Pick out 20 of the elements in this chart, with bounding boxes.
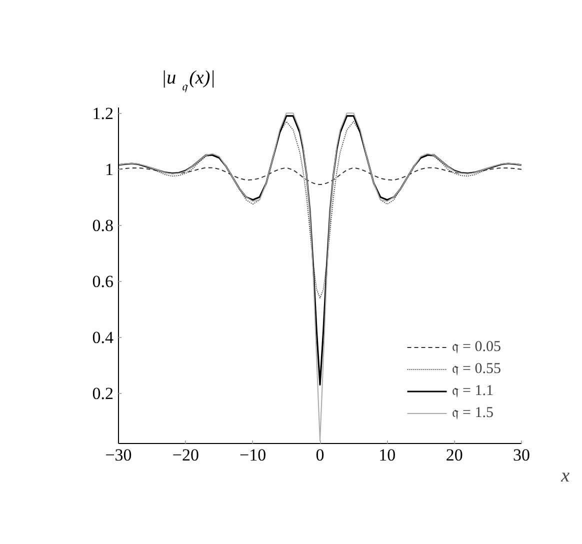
legend-label: 𝔮 = 1.5	[452, 404, 494, 422]
y-tick-label: 1	[105, 160, 114, 180]
line-series	[118, 112, 522, 442]
y-tick-label: 0.8	[92, 216, 114, 236]
x-axis-title: x	[560, 466, 570, 486]
x-tick-label: −30	[105, 446, 132, 464]
y-tick-label: 0.4	[92, 328, 114, 348]
y-tick-label: 0.2	[92, 384, 114, 404]
line-series	[118, 167, 522, 185]
x-tick-label: −20	[172, 446, 199, 464]
x-tick-label: 10	[378, 446, 396, 464]
y-tick-label: 1.2	[92, 104, 114, 124]
legend-label: 𝔮 = 1.1	[452, 382, 494, 400]
x-tick-label: 30	[513, 446, 530, 464]
y-tick-label: 0.6	[92, 272, 114, 292]
x-tick-label: 0	[316, 446, 324, 464]
legend-label: 𝔮 = 0.05	[452, 338, 501, 356]
x-tick-label: −10	[240, 446, 266, 464]
legend-label: 𝔮 = 0.55	[452, 360, 501, 378]
x-tick-label: 20	[446, 446, 463, 464]
